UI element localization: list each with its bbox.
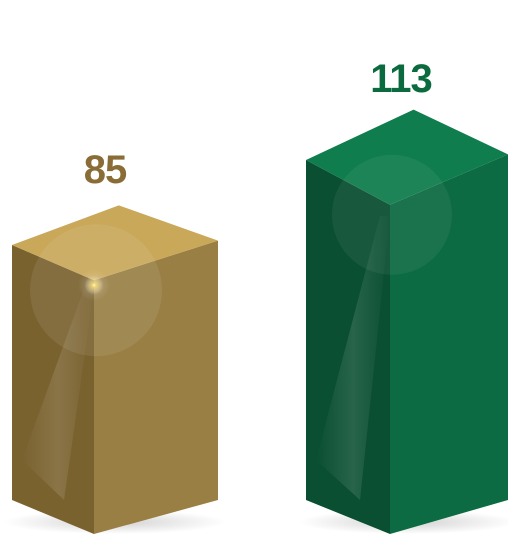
bar-glint [78,269,110,302]
bar-2 [298,109,508,534]
bar-sheen [316,216,390,500]
bar-front-face [390,154,508,534]
bar-front-face [94,240,218,534]
bar-sheen [22,289,94,500]
bar-1 [4,205,226,534]
bar-halo [332,154,452,275]
data-label-1: 85 [84,148,127,192]
bar-top-face [12,205,218,281]
bar-top-face [306,109,508,205]
data-label-2: 113 [370,57,432,101]
